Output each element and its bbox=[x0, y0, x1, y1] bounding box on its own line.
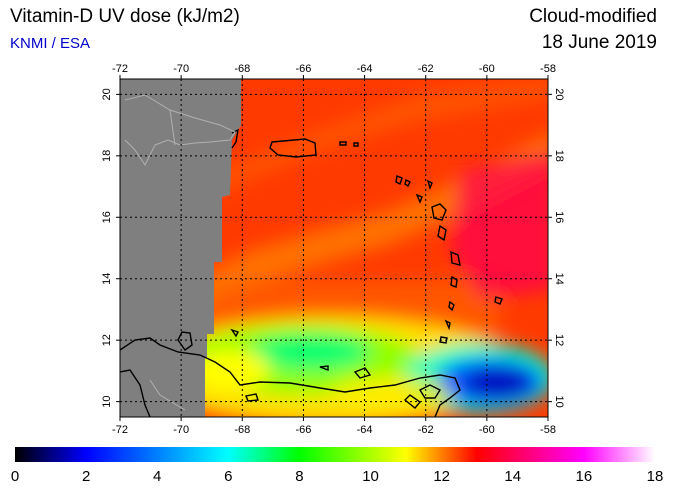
colorbar-tick-label: 4 bbox=[153, 468, 161, 485]
colorbar-tick-label: 0 bbox=[11, 468, 19, 485]
date-label: 18 June 2019 bbox=[541, 32, 657, 53]
colorbar-tick-label: 18 bbox=[647, 468, 664, 485]
lon-label-bottom: -60 bbox=[479, 424, 495, 436]
product-label: Cloud-modified bbox=[529, 6, 657, 27]
lon-label-top: -68 bbox=[234, 63, 250, 75]
lat-label-left: 12 bbox=[101, 334, 113, 346]
source-label: KNMI / ESA bbox=[10, 35, 91, 52]
gridlines bbox=[120, 79, 548, 417]
uv-field bbox=[120, 79, 548, 417]
lon-label-bottom: -64 bbox=[357, 424, 373, 436]
colorbar-tick-label: 8 bbox=[295, 468, 303, 485]
lat-label-right: 20 bbox=[553, 88, 565, 100]
lon-label-bottom: -72 bbox=[112, 424, 128, 436]
lat-label-right: 12 bbox=[553, 334, 565, 346]
lat-label-left: 18 bbox=[101, 150, 113, 162]
coastlines bbox=[119, 128, 503, 418]
colorbar-tick-label: 14 bbox=[504, 468, 521, 485]
colorbar-tick-label: 10 bbox=[362, 468, 379, 485]
no-data-region bbox=[120, 79, 241, 417]
hispaniola-outline bbox=[124, 94, 236, 411]
map-frame bbox=[119, 78, 549, 418]
lon-label-bottom: -62 bbox=[418, 424, 434, 436]
lat-label-left: 16 bbox=[101, 211, 113, 223]
lon-label-top: -70 bbox=[173, 63, 189, 75]
map-title: Vitamin-D UV dose (kJ/m2) bbox=[10, 6, 240, 27]
lon-label-top: -64 bbox=[357, 63, 373, 75]
lon-label-bottom: -68 bbox=[234, 424, 250, 436]
colorbar-tick-label: 12 bbox=[433, 468, 450, 485]
lat-label-right: 16 bbox=[553, 211, 565, 223]
lat-label-left: 20 bbox=[101, 88, 113, 100]
colorbar-bar bbox=[15, 447, 655, 462]
colorbar-tick-label: 2 bbox=[82, 468, 90, 485]
colorbar-tick-label: 16 bbox=[576, 468, 593, 485]
colorbar-tick-label: 6 bbox=[224, 468, 232, 485]
lon-label-bottom: -66 bbox=[295, 424, 311, 436]
lon-label-top: -62 bbox=[418, 63, 434, 75]
lat-label-left: 14 bbox=[101, 273, 113, 285]
lon-label-top: -58 bbox=[540, 63, 556, 75]
lat-label-left: 10 bbox=[101, 396, 113, 408]
lat-label-right: 18 bbox=[553, 150, 565, 162]
tick-labels: -72 -72 -70 -70 -68 -68 -66 -66 -64 -64 -62 -62 -60 -… bbox=[101, 63, 565, 436]
lon-label-bottom: -70 bbox=[173, 424, 189, 436]
colorbar-ticks: 0 2 4 6 8 10 12 14 16 18 bbox=[11, 468, 664, 485]
lon-label-top: -60 bbox=[479, 63, 495, 75]
lat-label-right: 10 bbox=[553, 396, 565, 408]
lat-label-right: 14 bbox=[553, 273, 565, 285]
lon-label-bottom: -58 bbox=[540, 424, 556, 436]
lon-label-top: -66 bbox=[295, 63, 311, 75]
lon-label-top: -72 bbox=[112, 63, 128, 75]
